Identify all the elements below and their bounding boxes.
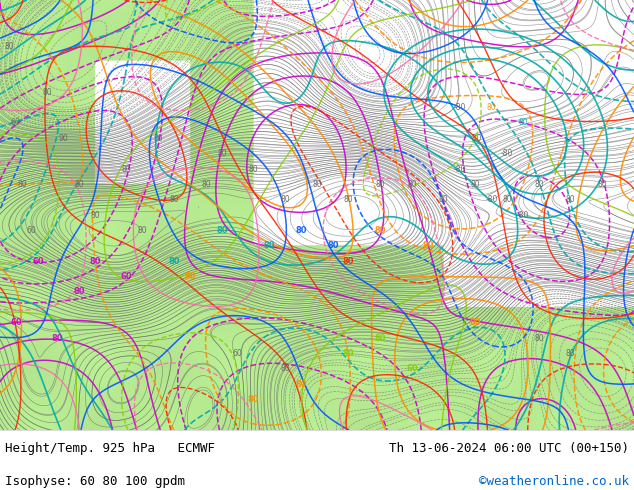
Text: -80: -80	[517, 211, 529, 220]
Text: 80: 80	[217, 149, 227, 158]
Text: 60: 60	[233, 349, 243, 358]
Text: 80: 80	[375, 226, 386, 235]
Text: 80: 80	[51, 334, 63, 343]
Text: 80: 80	[42, 88, 53, 97]
Text: 80: 80	[201, 180, 211, 189]
Text: -80: -80	[469, 134, 482, 143]
Text: 80: 80	[249, 165, 259, 173]
Text: 80: 80	[74, 180, 84, 189]
Text: -80: -80	[453, 103, 466, 112]
Text: 80: 80	[470, 318, 481, 327]
Text: Height/Temp. 925 hPa   ECMWF: Height/Temp. 925 hPa ECMWF	[5, 442, 215, 455]
Text: -80: -80	[485, 195, 498, 204]
Text: 80: 80	[597, 180, 607, 189]
Text: -80: -80	[453, 165, 466, 173]
Text: 80: 80	[312, 180, 322, 189]
Text: 60: 60	[10, 318, 22, 327]
Text: 80: 80	[74, 288, 85, 296]
Text: 80: 80	[375, 334, 386, 343]
Text: 60: 60	[121, 272, 133, 281]
Text: 60: 60	[11, 119, 21, 127]
Text: 80: 80	[566, 349, 576, 358]
Text: 80: 80	[343, 349, 354, 358]
Text: 80: 80	[566, 195, 576, 204]
Text: 80: 80	[122, 165, 132, 173]
Text: 80: 80	[89, 257, 101, 266]
Text: 80: 80	[534, 180, 544, 189]
Text: ©weatheronline.co.uk: ©weatheronline.co.uk	[479, 475, 629, 488]
Text: 80: 80	[295, 226, 307, 235]
Text: 80: 80	[169, 195, 179, 204]
Text: 80: 80	[343, 257, 354, 266]
Text: Isophyse: 60 80 100 gpdm: Isophyse: 60 80 100 gpdm	[5, 475, 185, 488]
Text: 60: 60	[27, 226, 37, 235]
Text: 80: 80	[280, 195, 290, 204]
Text: 80: 80	[502, 195, 512, 204]
Text: 80: 80	[90, 211, 100, 220]
Text: 80: 80	[280, 364, 290, 373]
Text: 80: 80	[153, 134, 164, 143]
Text: Th 13-06-2024 06:00 UTC (00+150): Th 13-06-2024 06:00 UTC (00+150)	[389, 442, 629, 455]
Text: 80: 80	[264, 242, 275, 250]
Text: 80: 80	[486, 103, 496, 112]
Text: 80: 80	[470, 180, 481, 189]
Text: 80: 80	[184, 272, 196, 281]
Text: 80: 80	[4, 42, 15, 50]
Text: 80: 80	[407, 180, 417, 189]
Text: 90: 90	[58, 134, 68, 143]
Text: 60: 60	[406, 364, 418, 373]
Text: 80: 80	[439, 195, 449, 204]
Text: 80: 80	[344, 195, 354, 204]
Text: 80: 80	[422, 242, 434, 250]
Text: 80: 80	[216, 226, 228, 235]
Text: 80: 80	[17, 180, 27, 189]
Text: 80: 80	[375, 180, 385, 189]
Text: 80: 80	[518, 119, 528, 127]
Text: 80: 80	[138, 226, 148, 235]
Text: 80: 80	[534, 334, 544, 343]
Text: 80: 80	[327, 242, 339, 250]
Text: 80: 80	[295, 380, 307, 389]
Text: -80: -80	[501, 149, 514, 158]
Text: 60: 60	[32, 257, 44, 266]
Text: 80: 80	[169, 257, 180, 266]
Text: 80: 80	[248, 395, 259, 404]
